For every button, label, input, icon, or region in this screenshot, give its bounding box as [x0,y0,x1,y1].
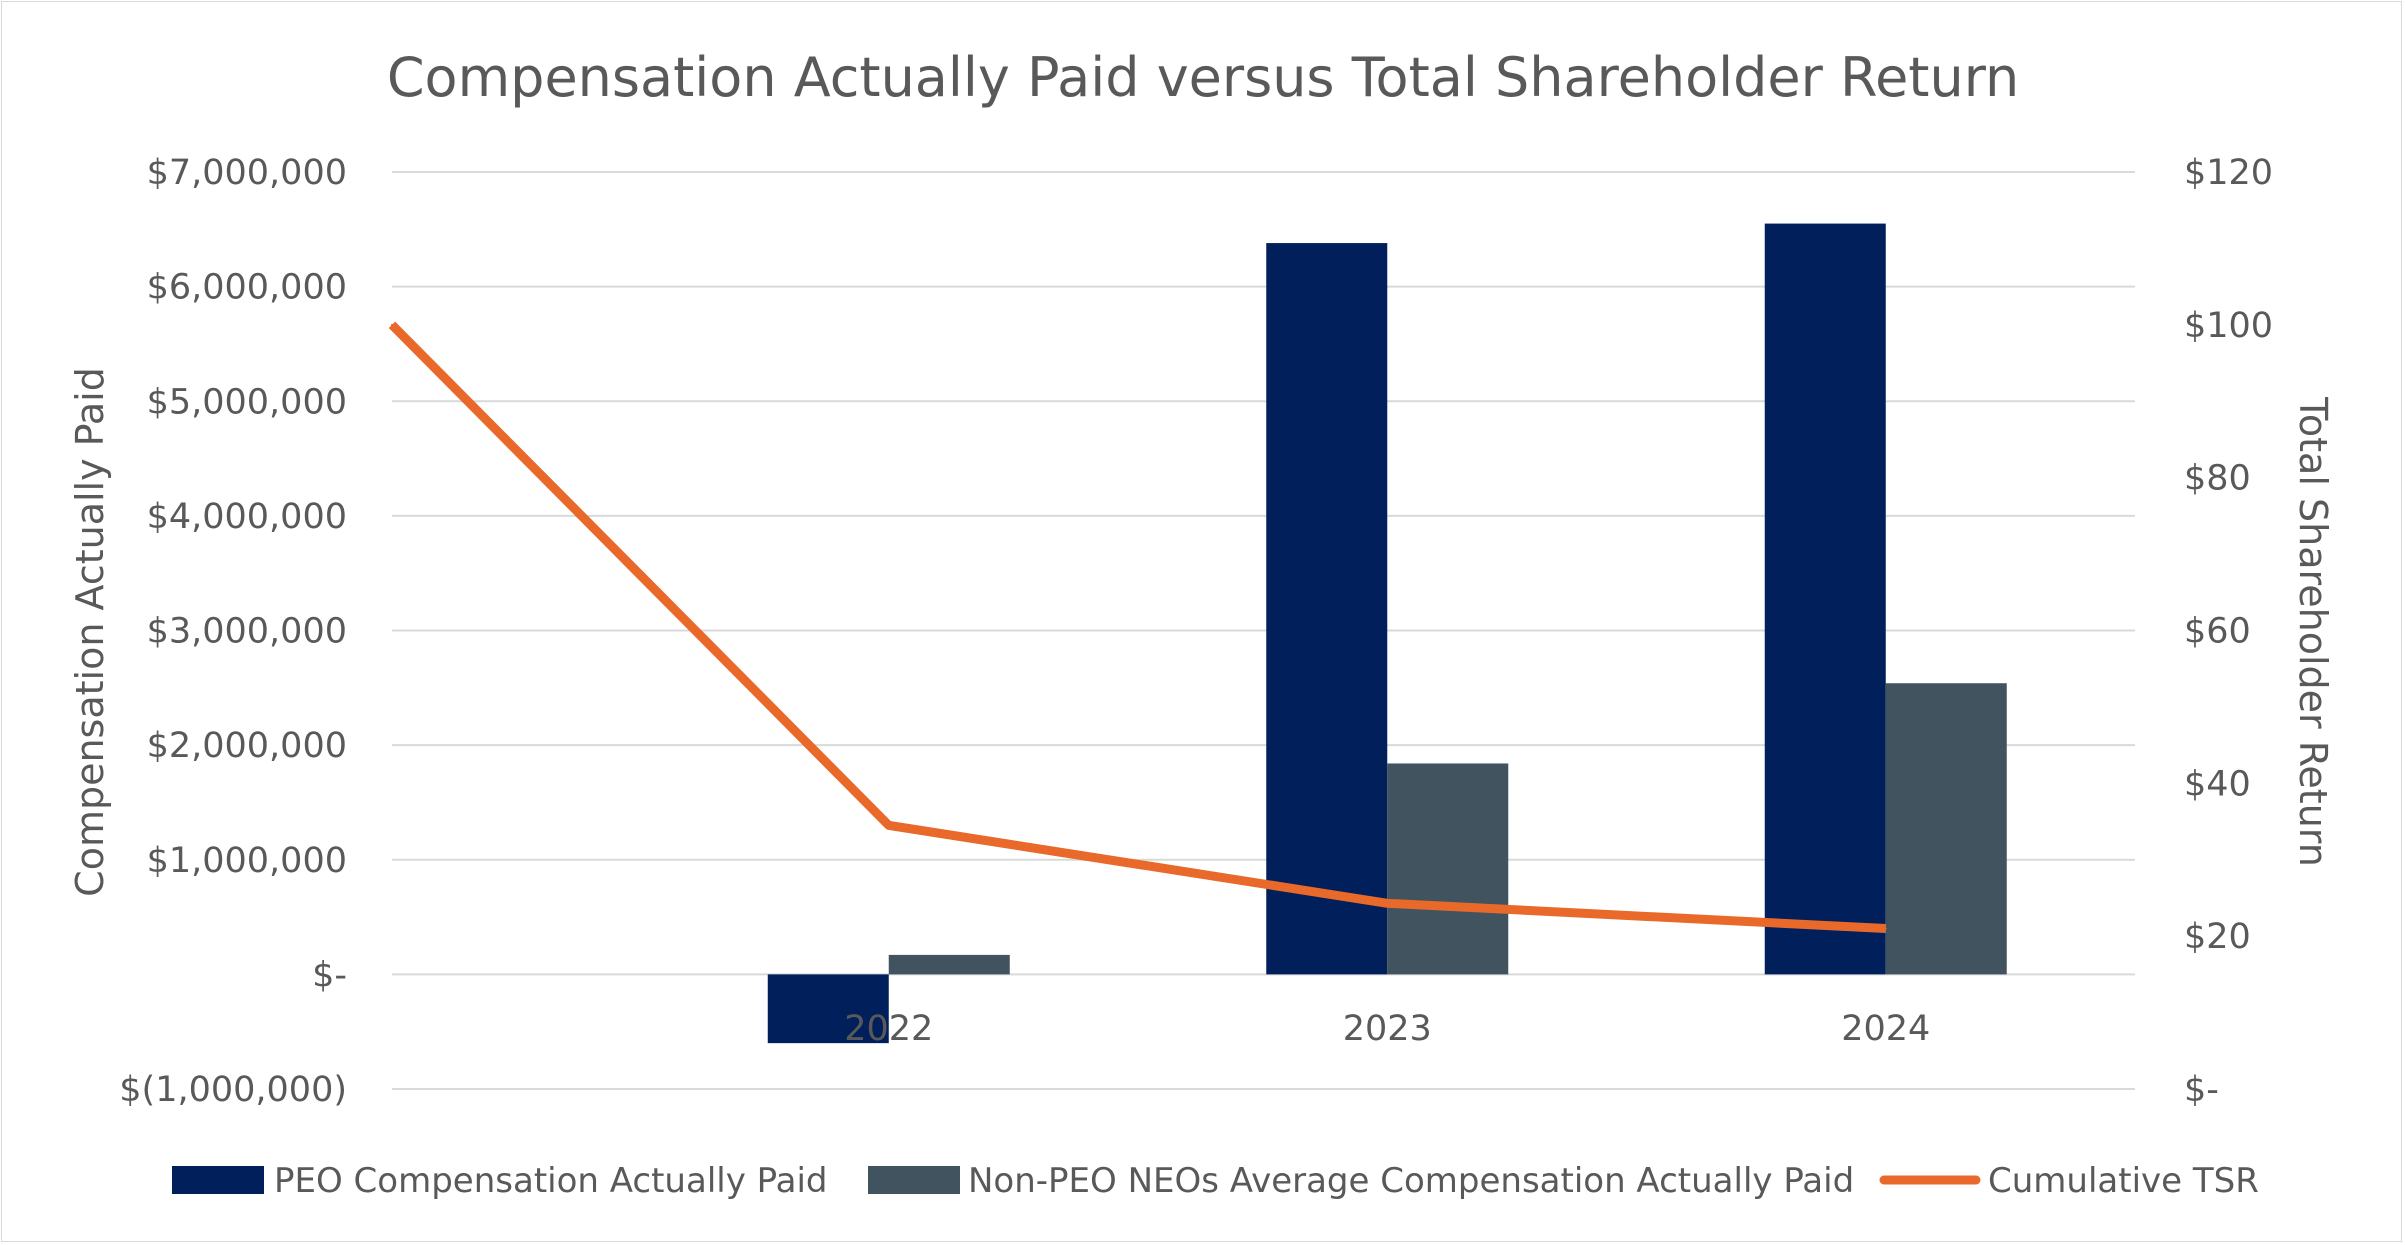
y-tick-label: $1,000,000 [147,841,347,881]
chart-title: Compensation Actually Paid versus Total … [387,46,2019,109]
legend-label: PEO Compensation Actually Paid [274,1161,827,1201]
gridlines [392,171,2135,1090]
legend-swatch [868,1166,960,1194]
bars [767,223,2007,1044]
tsr-point-2022 [887,824,890,827]
y-tick-label: $5,000,000 [147,382,347,422]
legend: PEO Compensation Actually Paid Non-PEO NE… [172,1161,2259,1201]
y2-tick-label: $120 [2184,153,2273,193]
tsr-point-2021 [391,323,393,326]
bar-peo-2023 [1266,243,1388,975]
y2-tick-label: $20 [2184,917,2251,957]
bar-non-peo-2022 [888,954,1010,975]
left-axis-ticks: $(1,000,000) $- $1,000,000 $2,000,000 $3,000… [119,153,347,1110]
y-tick-label: $2,000,000 [147,726,347,766]
bar-non-peo-2023 [1387,763,1509,975]
tsr-point-2024 [1884,927,1887,930]
y2-tick-label: $60 [2184,612,2251,652]
bar-peo-2022 [767,974,889,1044]
y-tick-label: $4,000,000 [147,497,347,537]
y-tick-label: $6,000,000 [147,268,347,308]
y-tick-label: $(1,000,000) [119,1070,347,1110]
y-tick-label: $7,000,000 [147,153,347,193]
y-axis-title: Compensation Actually Paid [68,367,112,897]
y-tick-label: $- [312,955,347,995]
legend-label: Non-PEO NEOs Average Compensation Actual… [968,1161,1854,1201]
x-tick-label: 2023 [1343,1009,1432,1049]
bar-peo-2024 [1764,223,1886,975]
category-labels: 2022 2023 2024 [844,1009,1930,1049]
legend-label: Cumulative TSR [1988,1161,2259,1201]
y2-tick-label: $40 [2184,764,2251,804]
y2-axis-title: Total Shareholder Return [2291,396,2335,867]
y2-tick-label: $- [2184,1070,2219,1110]
y-tick-label: $3,000,000 [147,612,347,652]
tsr-point-2023 [1386,902,1389,905]
y2-tick-label: $100 [2184,306,2273,346]
tsr-line-group [388,321,1887,934]
right-axis-ticks: $- $20 $40 $60 $80 $100 $120 [2184,153,2273,1110]
tsr-line [388,321,1886,934]
x-tick-label: 2024 [1841,1009,1930,1049]
legend-swatch [172,1166,264,1194]
y2-tick-label: $80 [2184,459,2251,499]
bar-non-peo-2024 [1885,683,2007,975]
x-tick-label: 2022 [844,1009,933,1049]
